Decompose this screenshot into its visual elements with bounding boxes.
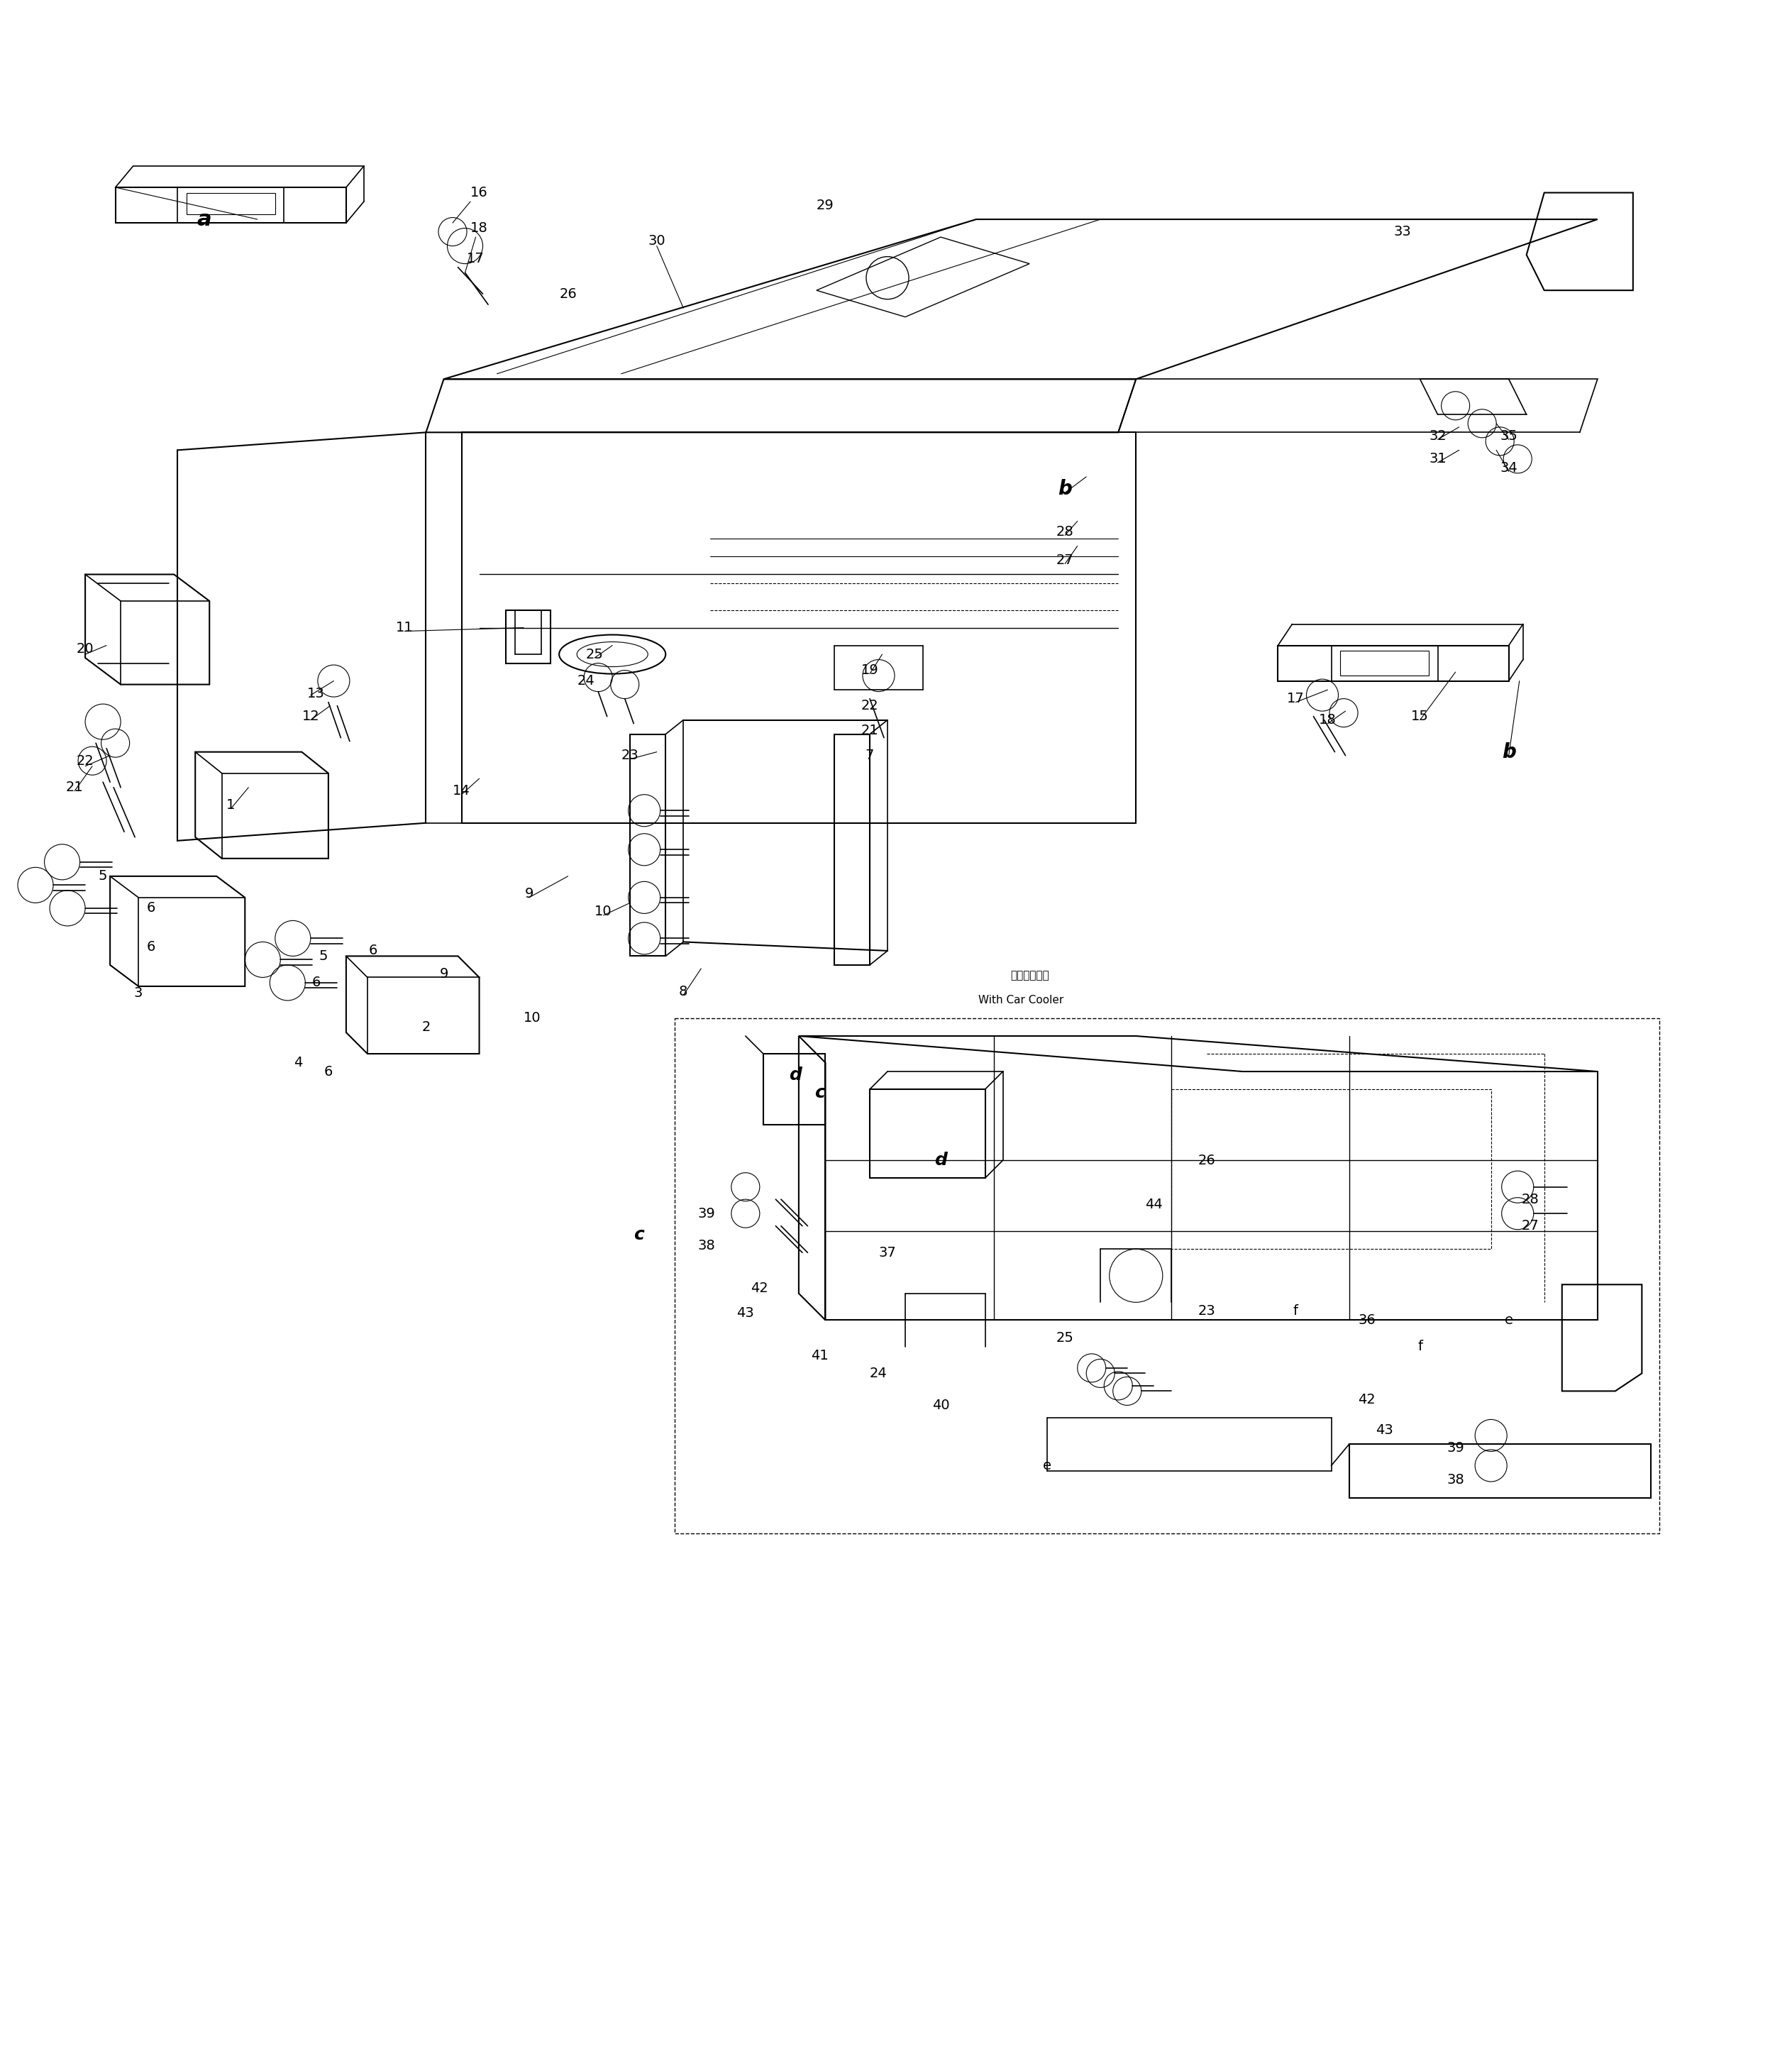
Text: 6: 6 [147,901,154,916]
Text: 24: 24 [870,1368,888,1380]
Text: 41: 41 [811,1349,829,1361]
Text: 33: 33 [1393,226,1411,238]
Text: f: f [1294,1305,1298,1318]
Text: 2: 2 [422,1019,430,1034]
Text: d: d [788,1067,802,1084]
Text: 21: 21 [861,723,879,738]
Text: 12: 12 [302,711,320,723]
Text: 28: 28 [1521,1193,1539,1206]
Text: c: c [815,1084,825,1102]
Text: 26: 26 [559,288,577,300]
Text: 29: 29 [816,199,834,211]
Text: 35: 35 [1500,429,1518,443]
Text: 19: 19 [861,663,879,678]
Text: 27: 27 [1056,553,1074,568]
Text: 32: 32 [1429,429,1447,443]
Text: 4: 4 [295,1057,302,1069]
Text: 16: 16 [470,186,488,199]
Text: 31: 31 [1429,452,1447,466]
Text: 6: 6 [312,976,320,990]
Text: 39: 39 [698,1206,715,1220]
Text: 17: 17 [1287,692,1305,704]
Text: a: a [197,209,211,230]
Text: 42: 42 [751,1280,769,1295]
Text: 38: 38 [1447,1473,1464,1486]
Text: 6: 6 [369,945,376,957]
Text: 6: 6 [147,941,154,953]
Text: 6: 6 [325,1065,332,1077]
Text: d: d [934,1152,948,1169]
Text: f: f [1418,1341,1422,1353]
Text: 13: 13 [307,686,325,700]
Text: 9: 9 [440,968,447,980]
Text: With Car Cooler: With Car Cooler [978,995,1063,1005]
Text: 24: 24 [577,673,595,688]
Text: 43: 43 [1376,1423,1393,1436]
Text: 10: 10 [595,905,612,918]
Text: 23: 23 [1198,1305,1216,1318]
Text: 37: 37 [879,1245,896,1260]
Text: 42: 42 [1358,1392,1376,1407]
Text: 25: 25 [1056,1330,1074,1345]
Text: 30: 30 [648,234,666,247]
Text: 1: 1 [227,798,234,812]
Text: 43: 43 [737,1305,754,1320]
Text: 25: 25 [586,649,604,661]
Text: 15: 15 [1411,711,1429,723]
Text: b: b [1502,742,1516,762]
Text: 17: 17 [467,251,485,265]
Text: 22: 22 [76,754,94,767]
Text: 36: 36 [1358,1314,1376,1326]
Text: e: e [1044,1459,1051,1473]
Text: 28: 28 [1056,524,1074,539]
Text: 18: 18 [470,222,488,234]
Text: 27: 27 [1521,1218,1539,1233]
Text: 11: 11 [396,622,414,634]
Text: 40: 40 [932,1399,950,1411]
Text: 44: 44 [1145,1198,1163,1212]
Text: 26: 26 [1198,1154,1216,1167]
Text: 22: 22 [861,698,879,713]
Text: 20: 20 [76,642,94,655]
Text: c: c [634,1227,644,1243]
Text: 8: 8 [680,984,687,999]
Text: 5: 5 [319,949,327,963]
Text: 23: 23 [621,748,639,762]
Text: 18: 18 [1319,713,1337,727]
Text: 39: 39 [1447,1442,1464,1455]
Text: 9: 9 [525,887,532,901]
Text: 38: 38 [698,1239,715,1251]
Text: 10: 10 [524,1011,541,1026]
Text: 5: 5 [99,870,106,883]
Text: 34: 34 [1500,462,1518,474]
Text: 3: 3 [135,986,142,1001]
Text: e: e [1505,1314,1512,1326]
Text: b: b [1058,479,1072,499]
Text: 14: 14 [453,785,470,798]
Text: 7: 7 [866,748,873,762]
Text: カークーラ付: カークーラ付 [1010,970,1049,980]
Text: 21: 21 [66,781,83,794]
